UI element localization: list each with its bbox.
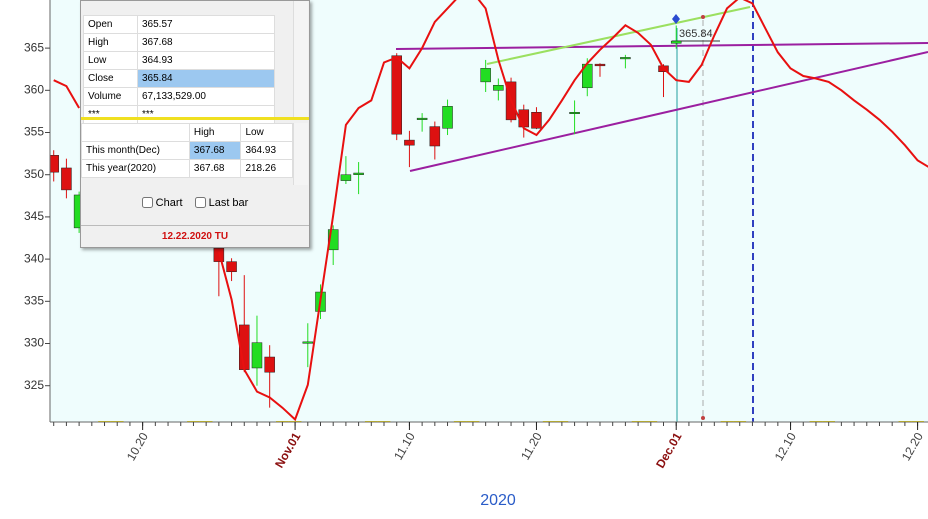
scrollbar[interactable]	[293, 1, 308, 117]
range-table: High Low This month(Dec) 367.68 364.93 This y…	[81, 123, 293, 178]
scrollbar[interactable]	[293, 123, 308, 185]
checkbox[interactable]	[194, 197, 206, 208]
trend-line	[409, 51, 928, 172]
range-cell: 218.26	[240, 159, 293, 178]
y-tick-label: 325	[24, 378, 44, 392]
range-row: This year(2020) 367.68 218.26	[81, 159, 293, 178]
quote-row: Low 364.93	[83, 51, 275, 70]
y-tick-label: 365	[24, 40, 44, 54]
x-tick-label: Dec.01	[653, 430, 685, 471]
x-tick-label: 12.20	[899, 430, 926, 463]
quote-cell: 365.84	[137, 69, 275, 88]
x-axis-label: 2020	[480, 492, 516, 509]
x-tick-label: 11.20	[518, 430, 545, 463]
quote-cell: High	[83, 33, 138, 52]
range-cell: 367.68	[188, 141, 242, 160]
marker	[701, 416, 705, 420]
range-cell: This year(2020)	[81, 159, 190, 178]
quote-row: Volume 67,133,529.00	[83, 87, 275, 106]
quote-cell: 367.68	[137, 33, 275, 52]
candle-body	[442, 106, 453, 129]
range-header-cell: High	[188, 123, 242, 142]
y-tick-label: 335	[24, 293, 44, 307]
candle-body	[620, 57, 631, 60]
candle-body	[302, 341, 314, 344]
quote-cell: ***	[83, 105, 138, 124]
option[interactable]: Last bar	[194, 197, 249, 209]
candle-body	[251, 342, 263, 369]
candle-body	[404, 139, 415, 146]
candle-body	[493, 84, 504, 91]
x-tick-label: 10.20	[124, 430, 151, 463]
candle-body	[50, 155, 59, 173]
range-cell: 367.68	[188, 159, 242, 178]
marker	[701, 15, 705, 19]
trend-line	[486, 6, 751, 65]
candle-body	[226, 261, 237, 273]
y-tick-label: 350	[24, 167, 44, 181]
quote-row: Close 365.84	[83, 69, 275, 88]
candle-body	[670, 40, 682, 44]
candle-body	[416, 117, 428, 120]
drawings	[395, 0, 928, 422]
x-tick-label: 11.10	[391, 430, 418, 463]
option-label: Chart	[155, 197, 183, 209]
candle-body	[429, 126, 441, 147]
option[interactable]: Chart	[141, 197, 183, 209]
range-header: High Low	[81, 123, 293, 142]
range-cell: This month(Dec)	[81, 141, 190, 160]
quote-row: High 367.68	[83, 33, 275, 52]
quote-cell: 67,133,529.00	[137, 87, 275, 106]
candle-body	[327, 229, 339, 251]
quote-cell: 365.57	[137, 15, 275, 34]
candle-body	[569, 112, 580, 115]
quote-cell: Close	[83, 69, 138, 88]
x-tick-label: 12.10	[772, 430, 799, 463]
range-row: This month(Dec) 367.68 364.93	[81, 141, 293, 160]
candle-body	[480, 68, 491, 83]
price-label: 365.84	[679, 28, 713, 40]
candle-body	[531, 112, 542, 129]
y-tick-label: 360	[24, 82, 44, 96]
divider	[81, 117, 309, 120]
y-tick-label: 330	[24, 336, 44, 350]
range-cell	[81, 123, 190, 142]
candle-body	[391, 55, 402, 135]
y-tick-label: 355	[24, 125, 44, 139]
candle-body	[594, 63, 606, 67]
marker	[672, 14, 680, 24]
trend-line	[395, 42, 928, 50]
footer: 12.22.2020 TU	[81, 225, 309, 248]
y-tick-label: 340	[24, 251, 44, 265]
options: Chart Last bar	[81, 197, 309, 209]
x-tick-label: Nov.01	[272, 430, 304, 471]
candle-body	[340, 174, 352, 181]
candle-body	[264, 356, 275, 373]
quote-cell: ***	[137, 105, 275, 124]
quote-cell: 364.93	[137, 51, 275, 70]
quote-cell: Low	[83, 51, 138, 70]
indicator-line	[53, 0, 928, 422]
option-label: Last bar	[208, 197, 249, 209]
quote-row: Open 365.57	[83, 15, 275, 34]
quote-table: Open 365.57 High 367.68 Low 364.93 Close 365.84…	[83, 15, 275, 124]
quote-row: *** ***	[83, 105, 275, 124]
range-header-cell: Low	[240, 123, 293, 142]
y-tick-label: 345	[24, 209, 44, 223]
info-panel: Open 365.57 High 367.68 Low 364.93 Close 365.84…	[80, 0, 310, 248]
quote-cell: Volume	[83, 87, 138, 106]
checkbox[interactable]	[141, 197, 153, 208]
quote-cell: Open	[83, 15, 138, 34]
range-cell: 364.93	[240, 141, 293, 160]
candle-body	[353, 172, 364, 175]
candle-body	[61, 167, 72, 191]
